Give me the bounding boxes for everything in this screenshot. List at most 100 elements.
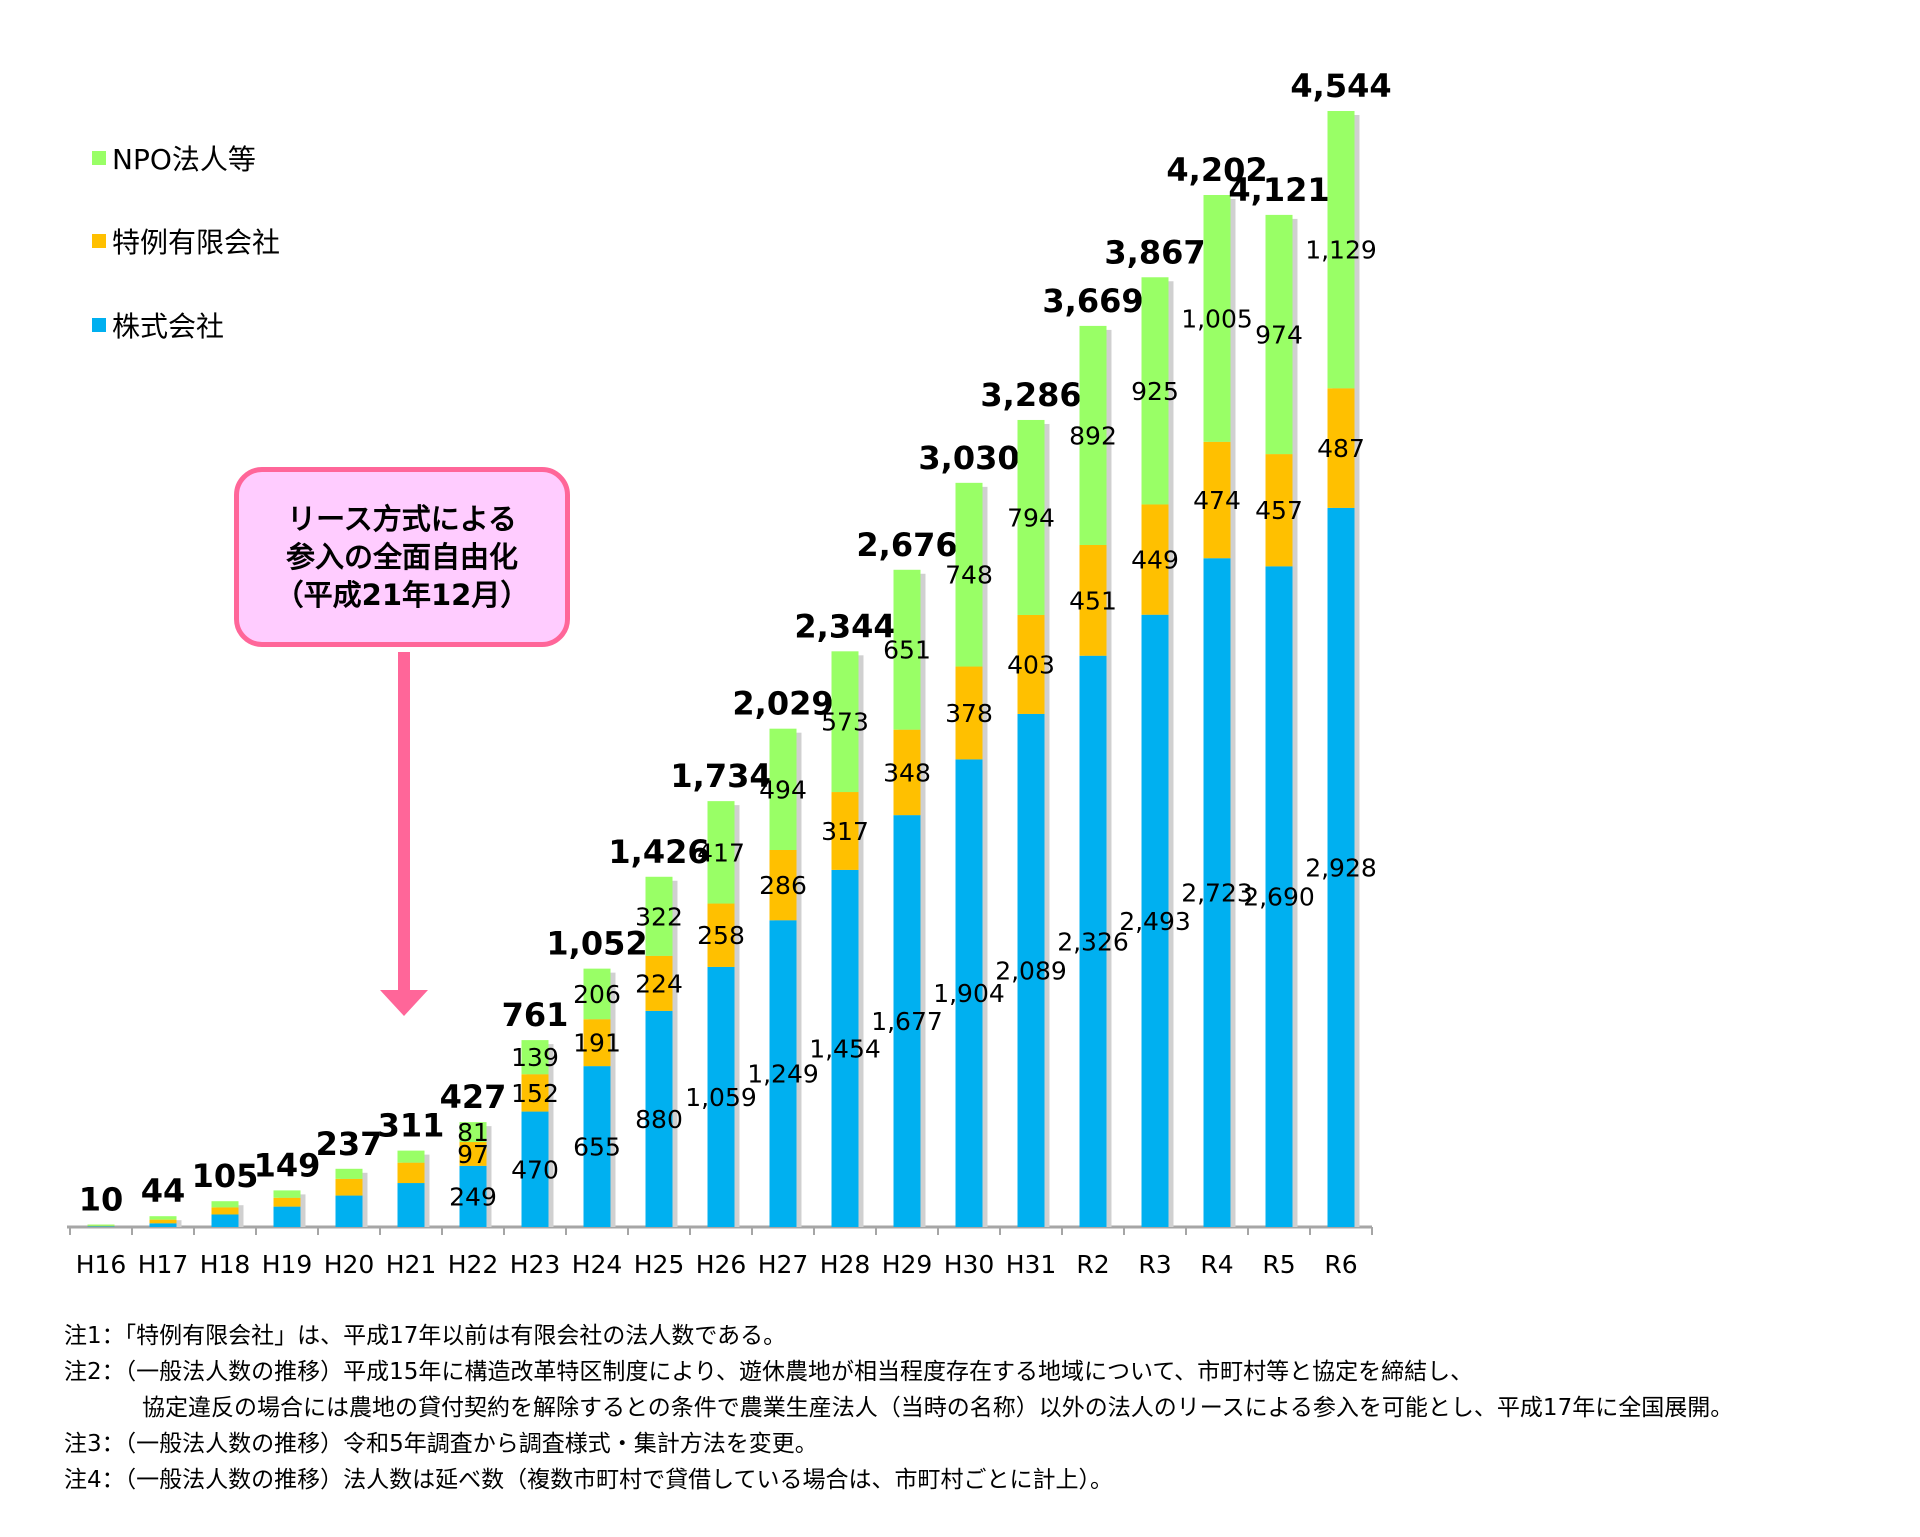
bar-segment-npo (211, 1201, 239, 1208)
bar-segment-kabushiki (149, 1223, 177, 1227)
bar-segment-tokurei (1141, 504, 1169, 615)
total-label: 3,286 (980, 376, 1081, 414)
legend-swatch-npo (92, 151, 106, 165)
bar-segment-kabushiki (521, 1111, 549, 1227)
x-tick-label: H25 (634, 1250, 685, 1279)
bar-segment-tokurei (893, 729, 921, 816)
bar-segment-npo (273, 1190, 301, 1198)
bar-segment-tokurei (211, 1207, 239, 1215)
total-label: 105 (192, 1157, 259, 1195)
bar-segment-tokurei (707, 903, 735, 967)
total-label: 1,052 (546, 925, 647, 963)
data-label-tokurei: 258 (697, 921, 745, 950)
data-label-npo: 322 (635, 902, 683, 931)
data-label-kabushiki: 880 (635, 1105, 683, 1134)
notes: 注1：「特例有限会社」は、平成17年以前は有限会社の法人数である。 注2：（一般… (64, 1318, 1733, 1498)
bar-segment-tokurei (1327, 388, 1355, 508)
data-label-kabushiki: 2,493 (1119, 907, 1191, 936)
bar-segment-kabushiki (769, 920, 797, 1227)
x-tick-label: H31 (1006, 1250, 1057, 1279)
legend-item-kabushiki: 株式会社 (92, 305, 224, 345)
bar-segment-tokurei (335, 1178, 363, 1196)
data-label-tokurei: 191 (573, 1029, 621, 1058)
data-label-tokurei: 474 (1193, 486, 1241, 515)
total-label: 4,121 (1228, 171, 1329, 209)
x-tick-label: H20 (324, 1250, 375, 1279)
legend-label-kabushiki: 株式会社 (112, 310, 225, 343)
bar-segment-tokurei (583, 1019, 611, 1067)
data-label-tokurei: 152 (511, 1079, 559, 1108)
data-label-npo: 417 (697, 838, 745, 867)
bar-segment-kabushiki (893, 815, 921, 1227)
bar-segment-npo (1203, 194, 1231, 442)
total-label: 44 (141, 1172, 186, 1210)
total-label: 10 (79, 1181, 124, 1219)
callout-line-1: リース方式による (287, 502, 517, 536)
data-label-kabushiki: 1,904 (933, 979, 1005, 1008)
bar-segment-npo (769, 728, 797, 851)
x-tick-label: H23 (510, 1250, 561, 1279)
bar-segment-npo (521, 1040, 549, 1075)
legend-swatch-tokurei (92, 234, 106, 248)
bar-segment-npo (1079, 325, 1107, 545)
bar-segment-kabushiki (87, 1226, 115, 1227)
note-3: 注3：（一般法人数の推移）令和5年調査から調査様式・集計方法を変更。 (64, 1431, 818, 1457)
bar-segment-kabushiki (1079, 655, 1107, 1227)
data-label-kabushiki: 2,089 (995, 956, 1067, 985)
total-label: 4,544 (1290, 67, 1391, 105)
bar-segment-npo (1327, 111, 1355, 389)
bar-segment-kabushiki (211, 1214, 239, 1227)
data-label-npo: 925 (1131, 377, 1179, 406)
total-label: 2,676 (856, 526, 957, 564)
bar-segment-tokurei (1017, 614, 1045, 714)
data-label-tokurei: 286 (759, 871, 807, 900)
data-label-kabushiki: 1,059 (685, 1083, 757, 1112)
data-label-tokurei: 378 (945, 699, 993, 728)
data-label-tokurei: 487 (1317, 434, 1365, 463)
bar-segment-kabushiki (459, 1165, 487, 1227)
bar-segment-kabushiki (707, 966, 735, 1227)
bar-segment-npo (893, 569, 921, 730)
legend-label-tokurei: 特例有限会社 (112, 226, 281, 259)
bar-segment-kabushiki (831, 869, 859, 1227)
bar-segment-tokurei (769, 850, 797, 921)
bar-segment-npo (1017, 419, 1045, 615)
callout-line-2: 参入の全面自由化 (285, 540, 518, 574)
bar-segment-npo (583, 968, 611, 1020)
data-label-npo: 494 (759, 775, 807, 804)
total-label: 237 (316, 1125, 383, 1163)
data-label-npo: 139 (511, 1043, 559, 1072)
total-label: 149 (254, 1146, 321, 1184)
callout-line-3: （平成21年12月） (274, 578, 530, 612)
bar-segment-npo (397, 1150, 425, 1163)
x-tick-label: H18 (200, 1250, 251, 1279)
bar-segment-kabushiki (1203, 558, 1231, 1227)
total-label: 2,029 (732, 685, 833, 723)
data-label-tokurei: 403 (1007, 650, 1055, 679)
bar-segment-npo (459, 1122, 487, 1143)
data-label-npo: 974 (1255, 320, 1303, 349)
x-tick-label: R5 (1262, 1250, 1295, 1279)
data-label-npo: 1,129 (1305, 236, 1377, 265)
data-label-npo: 206 (573, 980, 621, 1009)
data-label-kabushiki: 2,723 (1181, 879, 1253, 908)
note-2: 注2：（一般法人数の推移）平成15年に構造改革特区制度により、遊休農地が相当程度… (64, 1359, 1474, 1385)
bar-segment-tokurei (1265, 454, 1293, 567)
x-tick-label: H19 (262, 1250, 313, 1279)
bar-segment-kabushiki (645, 1010, 673, 1227)
data-label-kabushiki: 1,454 (809, 1034, 881, 1063)
bar-segment-tokurei (521, 1074, 549, 1112)
callout-box: リース方式による 参入の全面自由化 （平成21年12月） (234, 467, 570, 647)
bar-segment-npo (831, 651, 859, 793)
bar-segment-npo (645, 876, 673, 956)
x-tick-label: H21 (386, 1250, 437, 1279)
total-label: 3,867 (1104, 233, 1205, 271)
data-label-kabushiki: 2,690 (1243, 883, 1315, 912)
data-label-kabushiki: 249 (449, 1182, 497, 1211)
legend-item-npo: NPO法人等 (92, 138, 256, 178)
total-label: 3,669 (1042, 282, 1143, 320)
data-label-tokurei: 348 (883, 758, 931, 787)
x-tick-label: H30 (944, 1250, 995, 1279)
